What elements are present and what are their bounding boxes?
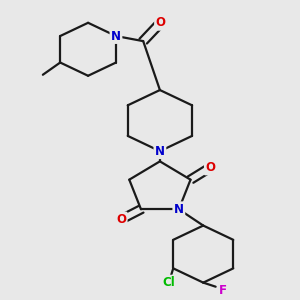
Text: N: N [174,203,184,216]
Text: O: O [116,213,126,226]
Text: N: N [155,145,165,158]
Text: O: O [155,16,166,29]
Text: F: F [219,284,227,297]
Text: Cl: Cl [162,276,175,289]
Text: O: O [205,161,215,174]
Text: N: N [111,29,121,43]
